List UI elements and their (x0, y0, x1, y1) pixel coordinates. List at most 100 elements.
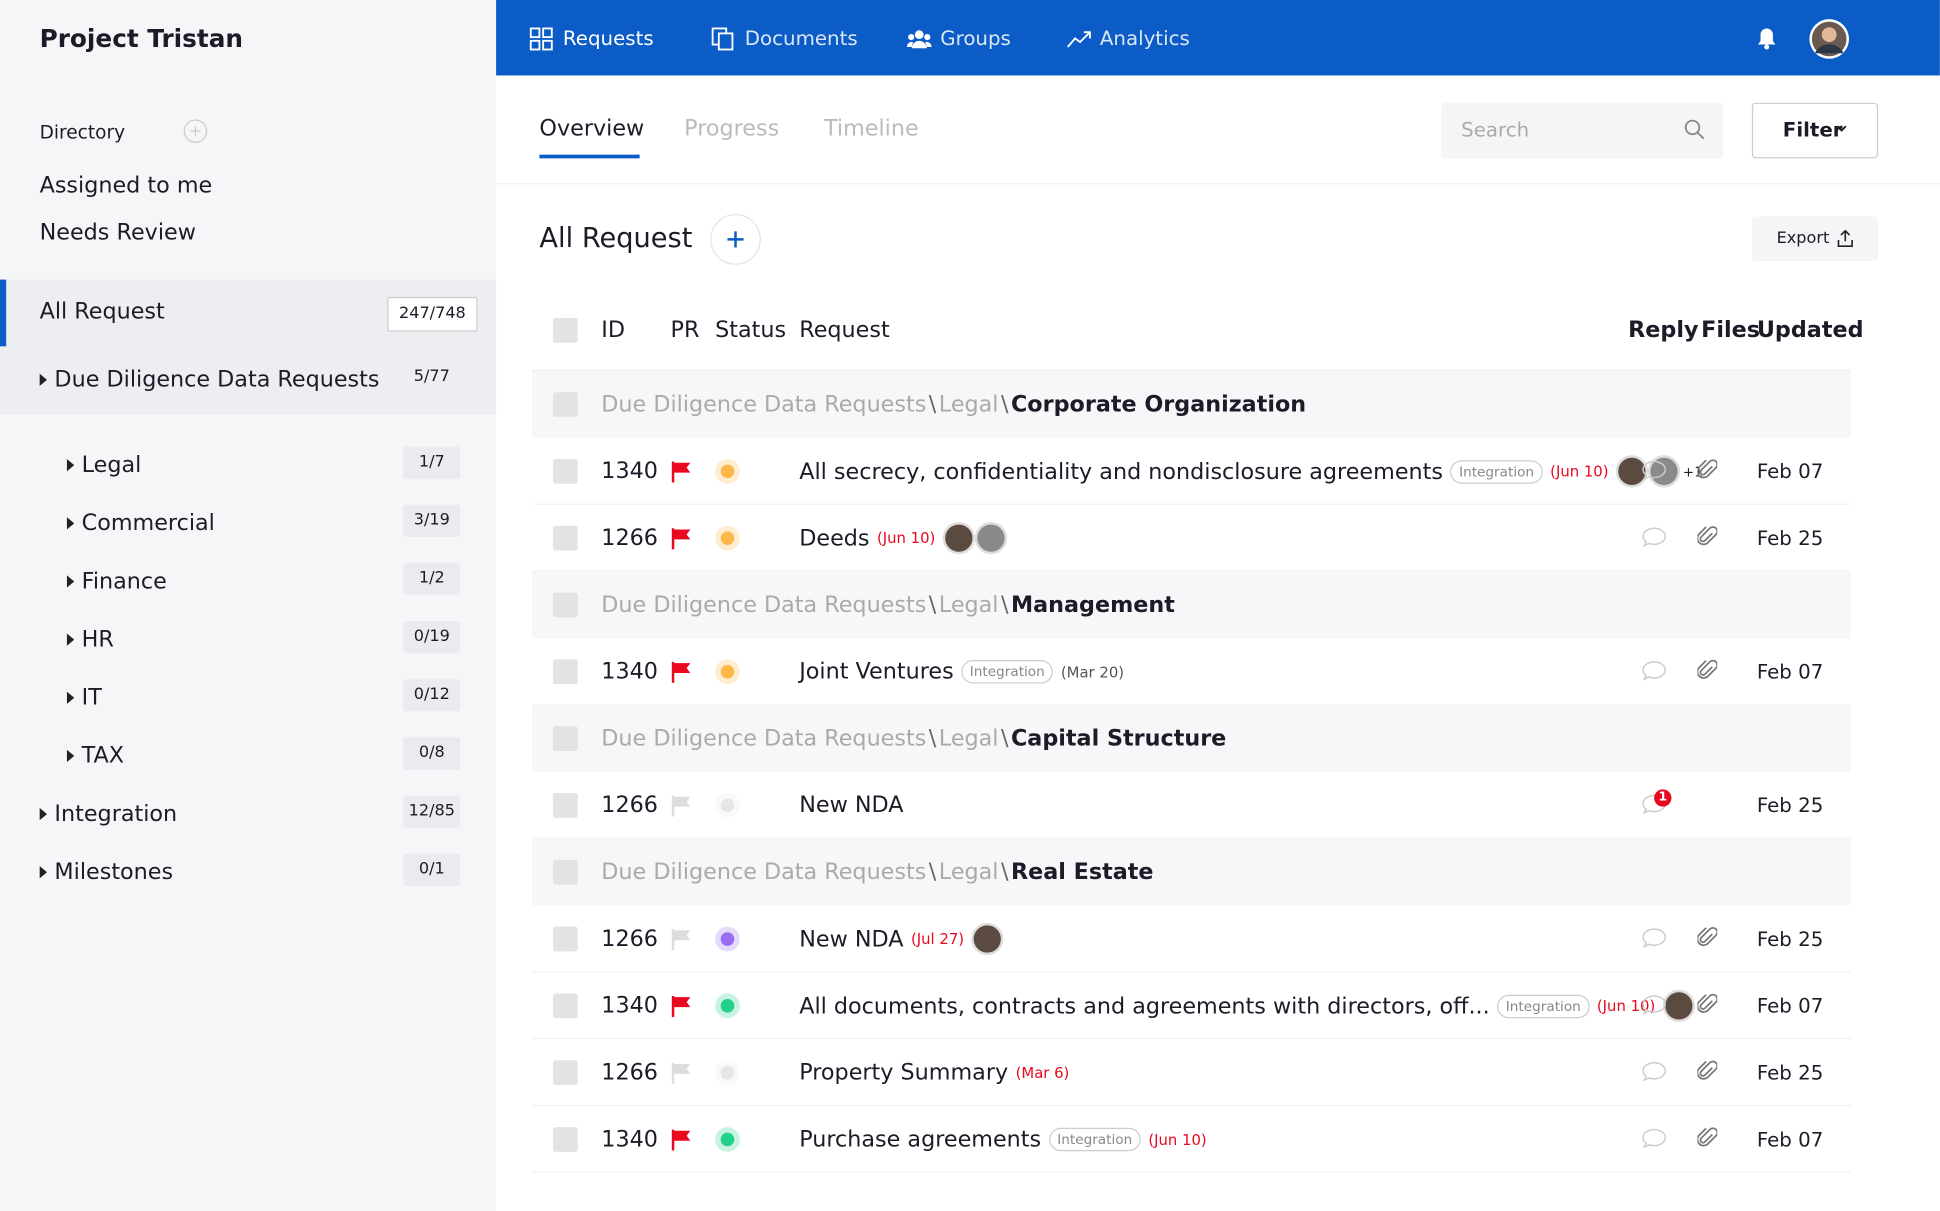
path-segment: Due Diligence Data Requests (601, 391, 927, 418)
request-id: 1266 (601, 926, 658, 953)
count-badge: 12/85 (403, 795, 461, 828)
row-line (531, 971, 1851, 973)
request-title[interactable]: Property Summary (799, 1059, 1009, 1086)
row-line (531, 703, 1851, 706)
due-date: (Jul 27) (910, 930, 965, 948)
expand-arrow (66, 459, 75, 472)
avatar (1662, 989, 1695, 1022)
path-segment: Legal (938, 859, 999, 886)
count-badge: 0/19 (403, 621, 461, 654)
attachment-icon (1697, 992, 1718, 1017)
sidebar-item[interactable]: Assigned to me (39, 172, 213, 199)
attachment-icon (1697, 1126, 1718, 1151)
group-name: Capital Structure (1010, 725, 1227, 752)
request-title[interactable]: New NDA (799, 792, 904, 819)
checkbox[interactable] (553, 1127, 578, 1152)
path-segment: Due Diligence Data Requests (601, 859, 927, 886)
reply-icon (1642, 927, 1667, 949)
count-badge: 3/19 (403, 504, 461, 537)
search-box[interactable] (1441, 102, 1724, 159)
group-row (531, 571, 1851, 639)
tag: Integration (1450, 459, 1543, 484)
checkbox[interactable] (553, 392, 578, 417)
export-button[interactable] (1751, 216, 1879, 262)
request-title[interactable]: All documents, contracts and agreements … (799, 992, 1490, 1019)
expand-arrow (39, 807, 48, 821)
avatar (1615, 455, 1649, 488)
checkbox[interactable] (553, 659, 578, 685)
tab[interactable]: Timeline (823, 115, 919, 142)
attachment-icon (1697, 525, 1718, 550)
status-dot (715, 793, 740, 818)
checkbox[interactable] (553, 926, 578, 952)
checkbox[interactable] (553, 459, 578, 484)
add-request (710, 214, 761, 265)
nav-icon (906, 27, 932, 51)
request-title[interactable]: Joint Ventures (799, 658, 954, 685)
group-path: Due Diligence Data Requests \ Legal \ Real E… (601, 859, 1153, 885)
request-title[interactable]: Deeds (799, 525, 870, 552)
expand-arrow (66, 691, 75, 704)
filter-button[interactable] (1751, 102, 1879, 159)
sidebar-item[interactable]: Due Diligence Data Requests (54, 366, 380, 393)
checkbox[interactable] (553, 793, 578, 818)
nav-item[interactable]: Documents (744, 26, 858, 51)
path-separator: \ (928, 725, 937, 752)
sidebar-item[interactable]: Legal (81, 452, 142, 479)
path-separator: \ (928, 859, 937, 886)
root-row (0, 346, 497, 415)
request-title[interactable]: All secrecy, confidentiality and nondisc… (799, 458, 1443, 485)
sidebar-item[interactable]: Integration (54, 801, 178, 828)
checkbox[interactable] (553, 859, 578, 885)
row-line (531, 1038, 1851, 1040)
directory-label[interactable]: Directory (39, 121, 126, 144)
checkbox[interactable] (553, 592, 578, 618)
row-line (531, 837, 1851, 839)
updated-date: Feb 07 (1756, 459, 1824, 484)
checkbox[interactable] (553, 1060, 578, 1086)
nav-icon (529, 27, 555, 51)
checkbox[interactable] (553, 993, 578, 1019)
divider (496, 183, 1940, 185)
export-label: Export (1776, 229, 1830, 249)
sidebar-item[interactable]: HR (81, 626, 114, 653)
path-separator: \ (1000, 725, 1009, 752)
path-segment: Due Diligence Data Requests (601, 725, 927, 752)
request-title[interactable]: New NDA (799, 926, 904, 953)
checkbox[interactable] (553, 317, 578, 343)
attachment-icon (1697, 925, 1718, 950)
request-id: 1340 (601, 992, 658, 1019)
nav-item[interactable]: Analytics (1099, 26, 1190, 51)
expand-arrow (66, 575, 75, 588)
nav-item[interactable]: Requests (562, 26, 654, 51)
sidebar-item[interactable]: Finance (81, 568, 167, 595)
request-title[interactable]: Purchase agreements (799, 1126, 1042, 1153)
sidebar-item[interactable]: All Request (39, 298, 165, 325)
nav-item[interactable]: Groups (940, 26, 1011, 51)
checkbox[interactable] (553, 525, 578, 551)
priority-flag (671, 794, 693, 817)
path-separator: \ (928, 592, 937, 618)
group-path: Due Diligence Data Requests \ Legal \ Corpor… (601, 392, 1306, 418)
priority-flag (671, 460, 693, 483)
sidebar-item[interactable]: Milestones (54, 859, 174, 886)
checkbox[interactable] (553, 726, 578, 751)
updated-date: Feb 25 (1756, 1060, 1824, 1085)
count-badge: 1/2 (403, 562, 461, 596)
due-date: (Mar 6) (1015, 1063, 1070, 1082)
column-header: Request (799, 317, 890, 344)
sidebar-item[interactable]: Commercial (81, 510, 215, 537)
due-date: (Jun 10) (876, 529, 936, 547)
sidebar-item[interactable]: Needs Review (39, 219, 196, 246)
attachment-icon (1697, 458, 1718, 483)
reply-icon (1642, 459, 1667, 481)
notifications (1757, 27, 1777, 50)
group-row (531, 705, 1851, 773)
tab[interactable]: Progress (684, 115, 780, 142)
row-line (531, 1171, 1851, 1173)
sidebar-item[interactable]: IT (81, 684, 102, 711)
path-segment: Due Diligence Data Requests (601, 592, 927, 618)
tab[interactable]: Overview (539, 115, 645, 142)
expand-arrow (66, 749, 75, 763)
sidebar-item[interactable]: TAX (81, 742, 125, 769)
